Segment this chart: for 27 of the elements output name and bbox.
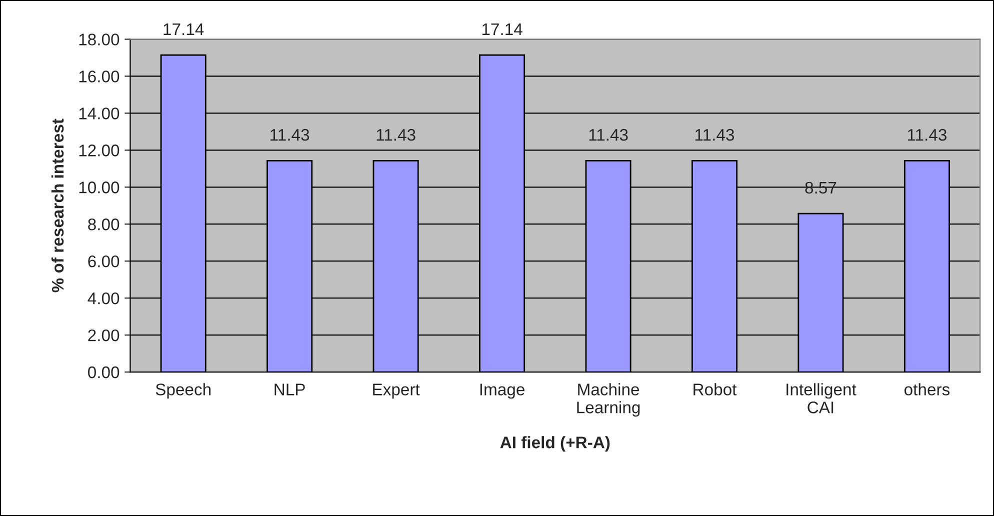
y-tick-label: 18.00 (79, 34, 120, 46)
x-tick-label: others (904, 383, 950, 396)
data-label: 11.43 (270, 128, 310, 141)
data-label: 11.43 (589, 128, 628, 141)
x-tick-label: Robot (694, 383, 737, 396)
y-tick-label: 4.00 (88, 292, 120, 304)
data-label: 11.43 (376, 128, 416, 141)
y-tick-label: 8.00 (88, 218, 120, 230)
y-tick-label: 14.00 (79, 108, 120, 120)
y-tick-label: 6.00 (88, 255, 120, 268)
data-label: 17.14 (164, 24, 204, 35)
x-axis-title: AI field (+R-A) (500, 436, 610, 452)
y-tick-label: 12.00 (79, 144, 120, 156)
x-tick-label: Speech (156, 383, 211, 399)
y-tick-label: 2.00 (88, 329, 120, 342)
y-tick-label: 10.00 (79, 182, 120, 194)
y-axis-title: % of research interest (51, 118, 64, 292)
x-tick-label: Image (480, 384, 524, 399)
x-tick-label: NLP (274, 384, 305, 396)
x-tick-label: Machine Learning (577, 383, 640, 417)
data-label: 17.14 (482, 24, 522, 35)
data-label: 11.43 (696, 128, 734, 141)
x-tick-label: Expert (373, 384, 420, 399)
x-tick-label: Intelligent CAI (786, 383, 856, 414)
data-label: 11.43 (908, 128, 946, 141)
y-tick-label: 16.00 (79, 70, 120, 82)
y-tick-label: 0.00 (88, 366, 120, 378)
